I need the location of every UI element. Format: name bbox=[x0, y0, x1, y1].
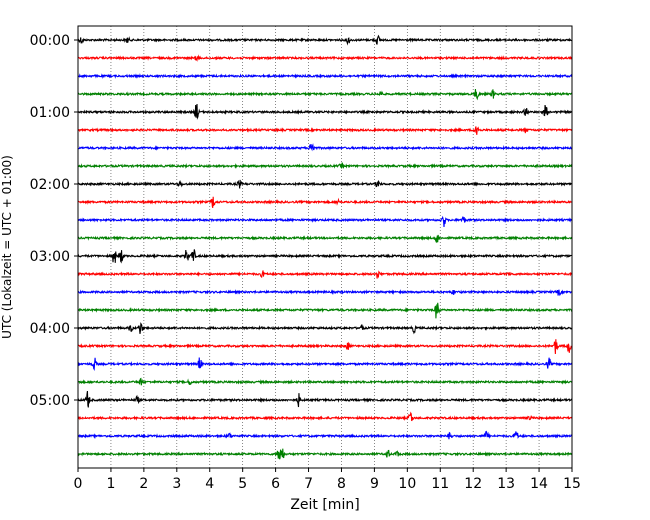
x-tick-label: 5 bbox=[238, 476, 247, 492]
trace-line bbox=[77, 88, 573, 101]
trace-line bbox=[77, 339, 573, 355]
plot-frame bbox=[77, 25, 573, 469]
trace-line bbox=[77, 270, 573, 279]
y-tick-label: 04:00 bbox=[30, 321, 70, 337]
x-tick-label: 2 bbox=[139, 476, 148, 492]
x-tick-label: 9 bbox=[370, 476, 379, 492]
y-axis-ticks: 00:00 01:00 02:00 03:00 04:00 05:00 bbox=[30, 33, 78, 409]
y-tick-label: 03:00 bbox=[30, 249, 70, 265]
x-tick-label: 13 bbox=[497, 476, 515, 492]
trace-line bbox=[77, 302, 573, 319]
trace-line bbox=[77, 448, 573, 460]
trace-line bbox=[77, 249, 573, 264]
x-tick-label: 1 bbox=[106, 476, 115, 492]
y-tick-label: 01:00 bbox=[30, 105, 70, 121]
trace-line bbox=[77, 234, 573, 244]
trace-line bbox=[77, 390, 573, 408]
trace-line bbox=[77, 377, 573, 386]
x-tick-label: 3 bbox=[172, 476, 181, 492]
x-tick-label: 7 bbox=[304, 476, 313, 492]
trace-line bbox=[77, 143, 573, 152]
trace-line bbox=[77, 34, 573, 46]
x-tick-label: 15 bbox=[563, 476, 581, 492]
trace-line bbox=[77, 196, 573, 208]
x-tick-label: 11 bbox=[431, 476, 449, 492]
x-tick-label: 0 bbox=[74, 476, 83, 492]
trace-line bbox=[77, 357, 573, 372]
y-tick-label: 00:00 bbox=[30, 33, 70, 49]
y-tick-label: 02:00 bbox=[30, 177, 70, 193]
trace-line bbox=[77, 103, 573, 120]
trace-line bbox=[77, 162, 573, 169]
trace-line bbox=[77, 126, 573, 135]
trace-line bbox=[77, 430, 573, 440]
trace-line bbox=[77, 322, 573, 335]
trace-line bbox=[77, 179, 573, 189]
x-tick-label: 8 bbox=[337, 476, 346, 492]
x-tick-label: 4 bbox=[205, 476, 214, 492]
trace-line bbox=[77, 215, 573, 228]
trace-line bbox=[77, 411, 573, 422]
x-tick-label: 14 bbox=[530, 476, 548, 492]
trace-line bbox=[77, 73, 573, 79]
x-tick-label: 10 bbox=[398, 476, 416, 492]
y-tick-label: 05:00 bbox=[30, 393, 70, 409]
trace-line bbox=[77, 54, 573, 62]
x-axis-label: Zeit [min] bbox=[290, 497, 359, 513]
x-axis-ticks: 0 1 2 3 4 5 6 7 8 9 10 11 12 13 14 15 bbox=[74, 468, 581, 492]
x-tick-label: 6 bbox=[271, 476, 280, 492]
seismic-traces bbox=[77, 34, 573, 460]
x-tick-label: 12 bbox=[464, 476, 482, 492]
y-axis-label: UTC (Lokalzeit = UTC + 01:00) bbox=[0, 155, 14, 339]
trace-line bbox=[77, 289, 573, 297]
